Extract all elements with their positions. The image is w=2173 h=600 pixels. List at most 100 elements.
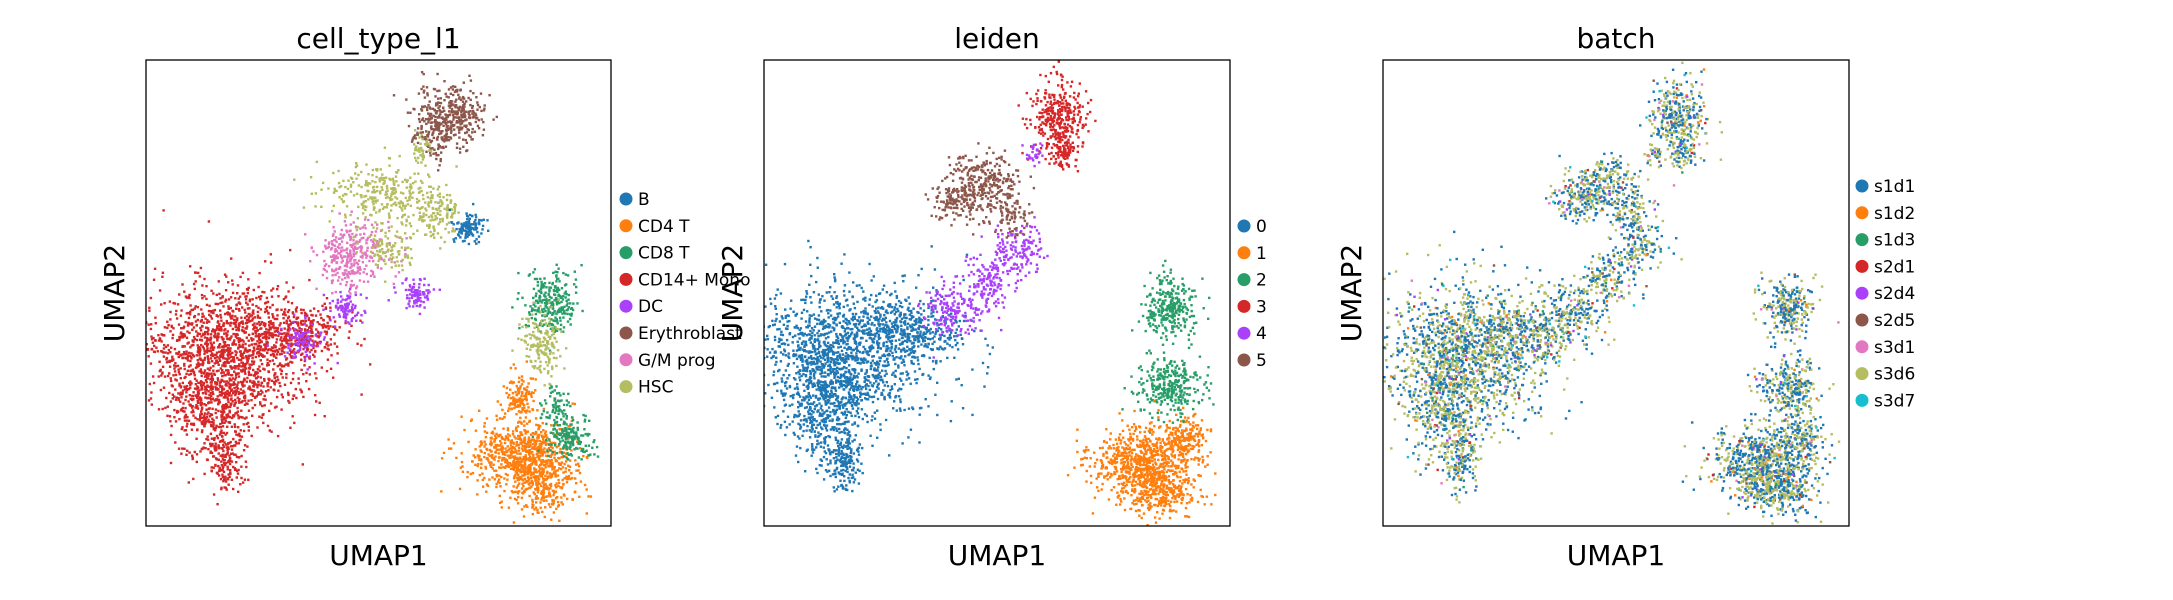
data-point <box>333 258 336 261</box>
data-point <box>546 324 549 327</box>
data-point <box>227 394 231 397</box>
data-point <box>325 297 329 300</box>
data-point <box>294 351 297 354</box>
data-point <box>517 337 520 340</box>
data-point <box>324 247 328 250</box>
data-point <box>417 187 420 190</box>
data-point <box>529 466 532 469</box>
data-point <box>287 290 290 293</box>
data-point <box>230 335 233 338</box>
data-point <box>265 301 268 304</box>
data-point <box>286 328 290 331</box>
data-point <box>307 317 311 320</box>
data-point <box>229 403 233 407</box>
data-point <box>434 118 437 122</box>
data-point <box>247 278 250 281</box>
data-point <box>548 361 551 364</box>
data-point <box>335 236 338 239</box>
data-point <box>386 237 390 240</box>
data-point <box>361 261 365 264</box>
data-point <box>415 197 419 201</box>
data-point <box>233 360 236 363</box>
data-point <box>207 359 210 362</box>
data-point <box>356 311 360 314</box>
data-point <box>360 344 363 347</box>
data-point <box>170 424 173 428</box>
data-point <box>223 273 227 276</box>
data-point <box>438 195 441 199</box>
data-point <box>260 327 263 330</box>
data-point <box>349 185 353 188</box>
data-point <box>226 353 229 357</box>
data-point <box>449 100 452 104</box>
data-point <box>270 322 274 325</box>
data-point <box>224 455 227 459</box>
data-point <box>218 323 221 326</box>
data-point <box>275 395 279 399</box>
data-point <box>240 365 243 368</box>
data-point <box>221 301 224 304</box>
data-point <box>528 464 531 467</box>
data-point <box>398 205 402 208</box>
data-point <box>563 305 566 308</box>
data-point <box>404 232 407 235</box>
data-point <box>375 199 378 202</box>
data-point <box>421 137 424 141</box>
data-point <box>526 324 530 328</box>
data-point <box>545 340 549 343</box>
data-point <box>308 355 311 358</box>
data-point <box>301 352 304 355</box>
data-point <box>549 327 553 331</box>
data-point <box>212 348 215 351</box>
data-point <box>213 438 216 442</box>
data-point <box>376 185 379 189</box>
data-point <box>216 315 220 318</box>
data-point <box>329 309 332 313</box>
data-point <box>261 355 265 358</box>
data-point <box>426 134 429 137</box>
data-point <box>541 437 545 440</box>
data-point <box>216 335 219 338</box>
data-point <box>200 402 203 405</box>
data-point <box>355 228 359 232</box>
data-point <box>381 222 384 225</box>
data-point <box>278 347 281 351</box>
data-point <box>446 204 449 207</box>
data-point <box>437 106 440 109</box>
data-point <box>480 462 483 466</box>
data-point <box>244 298 248 301</box>
data-point <box>181 381 184 385</box>
data-point <box>430 149 433 153</box>
data-point <box>392 179 395 183</box>
data-point <box>355 240 358 243</box>
data-point <box>363 267 366 271</box>
data-point <box>447 120 450 124</box>
data-point <box>231 444 234 448</box>
data-point <box>254 335 257 338</box>
data-point <box>520 422 523 425</box>
data-point <box>282 339 285 342</box>
data-point <box>448 447 451 450</box>
data-point <box>194 416 197 419</box>
data-point <box>449 136 452 139</box>
data-point <box>515 476 519 479</box>
data-point <box>203 336 207 339</box>
data-point <box>247 354 251 357</box>
data-point <box>248 344 251 347</box>
data-point <box>339 185 343 188</box>
data-point <box>407 302 410 306</box>
data-point <box>491 454 494 457</box>
data-point <box>150 391 153 394</box>
data-point <box>258 271 261 275</box>
data-point <box>409 263 412 267</box>
data-point <box>511 445 514 449</box>
data-point <box>248 388 252 391</box>
data-point <box>206 438 210 441</box>
data-point <box>217 327 221 331</box>
data-point <box>347 255 350 259</box>
data-point <box>416 206 419 210</box>
data-point <box>221 455 224 458</box>
data-point <box>210 317 214 320</box>
data-point <box>346 313 349 316</box>
data-point <box>256 322 259 325</box>
